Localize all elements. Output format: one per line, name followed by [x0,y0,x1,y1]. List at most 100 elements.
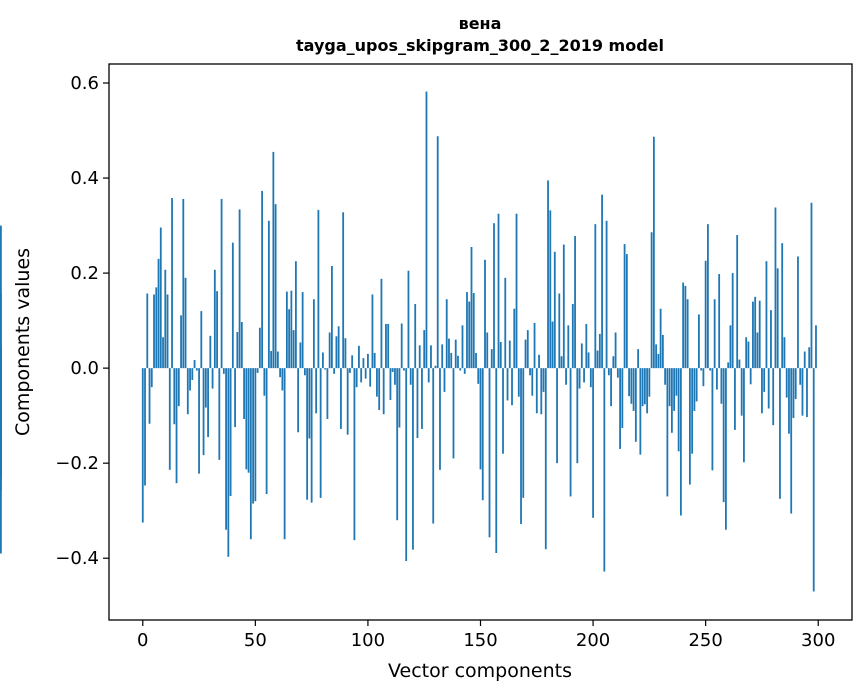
bar-129 [432,368,435,524]
bar-277 [765,261,768,369]
bar-114 [398,368,401,428]
bar-100 [367,353,369,369]
bar-267 [743,368,745,463]
bar-299 [815,325,817,369]
bar-25 [198,368,200,474]
bar-41 [234,368,236,428]
bar-91 [346,368,349,435]
bar-219 [634,368,637,442]
x-axis-ticks: 0 50 100 150 200 250 300 [137,620,835,651]
bar-245 [693,368,696,411]
x-tick-label: 50 [244,630,267,651]
bar-69 [297,368,300,433]
bar-227 [652,136,655,369]
bar-221 [639,368,642,455]
bar-172 [529,368,531,376]
bar-225 [648,368,651,397]
bar-76 [312,299,315,369]
bar-295 [806,368,808,418]
bar-161 [504,277,507,369]
x-axis-label: Vector components [388,660,572,682]
bar-111 [391,368,394,372]
bar-undefined [0,368,2,382]
bar-185 [558,293,561,369]
bar-148 [475,352,477,369]
bar-231 [661,334,664,369]
bar-285 [783,337,786,369]
bar-223 [643,368,646,405]
bar-237 [675,368,678,396]
bar-145 [468,301,471,369]
bar-262 [731,273,734,369]
bar-71 [301,292,304,369]
bar-243 [688,368,691,485]
bar-49 [252,368,254,504]
bar-193 [576,368,579,464]
bar-279 [770,310,772,369]
bar-143 [463,368,466,374]
bar-99 [364,368,367,379]
bar-107 [382,368,385,415]
x-tick-label: 0 [137,630,148,651]
bar-56 [267,220,270,369]
bar-226 [650,232,653,369]
bar-52 [258,327,261,369]
bar-184 [556,368,558,464]
bar-190 [569,368,572,497]
bar-287 [788,368,790,434]
bar-191 [571,303,574,369]
bar-19 [184,277,187,369]
bar-122 [416,368,419,438]
bar-167 [517,368,520,397]
bar-149 [477,368,480,384]
bar-169 [522,368,525,498]
bar-250 [704,260,707,369]
bar-202 [596,350,599,369]
bar-162 [506,368,509,401]
bar-284 [781,243,784,369]
bar-155 [490,349,493,369]
bar-248 [700,368,703,371]
bar-147 [472,293,475,369]
bar-263 [734,368,736,430]
bar-157 [495,368,498,553]
bar-160 [502,368,504,454]
bar-113 [396,368,399,521]
bar-207 [607,368,610,376]
y-tick-label: 0.2 [70,263,99,284]
bar-135 [445,299,448,369]
bar-95 [355,368,358,388]
bar-81 [324,368,327,370]
bar-194 [578,368,581,389]
bar-283 [779,368,781,499]
bar-139 [454,339,457,369]
bar-121 [414,303,417,369]
bar-215 [625,254,628,369]
bar-92 [349,368,351,373]
bar-37 [225,368,227,530]
bar-296 [808,347,811,369]
bar-230 [659,308,662,369]
bar-29 [207,368,209,438]
bar-212 [619,368,621,449]
bar-186 [560,356,563,369]
bar-62 [281,368,284,391]
bar-28 [204,368,207,408]
bar-118 [407,270,410,369]
bar-16 [177,368,180,407]
bar-undefined [0,225,2,369]
bar-54 [263,368,266,396]
bar-233 [666,368,669,497]
bar-66 [290,290,293,369]
bar-101 [369,368,372,387]
bar-7 [157,258,160,369]
bar-158 [497,213,500,369]
bar-102 [371,294,374,369]
bar-40 [231,242,234,369]
bar-27 [202,368,205,456]
bar-177 [540,368,543,415]
bar-134 [443,368,446,392]
bar-64 [285,291,288,369]
x-tick-label: 150 [463,630,497,651]
chart-title: вена [459,14,502,33]
